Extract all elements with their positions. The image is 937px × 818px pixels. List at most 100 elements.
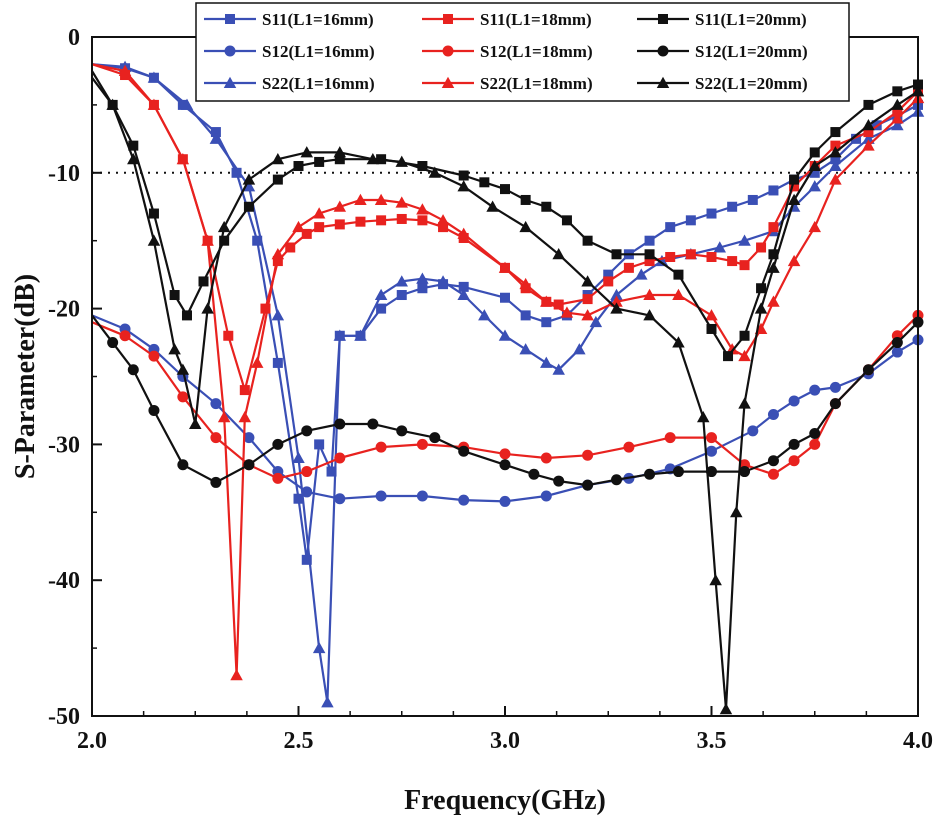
marker-triangle (106, 98, 119, 110)
marker-circle (829, 381, 841, 393)
legend-label: S11(L1=18mm) (480, 10, 592, 29)
marker-square (396, 213, 407, 224)
marker-circle (891, 346, 903, 358)
marker-circle (458, 494, 470, 506)
marker-square (892, 106, 903, 117)
marker-circle (862, 364, 874, 376)
x-tick-label: 4.0 (903, 728, 933, 754)
marker-square (747, 194, 758, 205)
marker-square (272, 174, 283, 185)
legend-item: S11(L1=18mm) (422, 10, 592, 29)
series-s12-l1-20mm- (91, 314, 924, 491)
marker-square (500, 184, 510, 195)
marker-square (603, 276, 614, 287)
marker-circle (127, 364, 139, 376)
marker-square (198, 276, 209, 287)
marker-triangle (333, 200, 347, 212)
marker-square (334, 219, 345, 230)
marker-triangle (333, 146, 347, 158)
marker-triangle (366, 152, 380, 165)
marker-circle (672, 466, 684, 478)
marker-square (553, 299, 564, 310)
marker-square (301, 228, 312, 239)
legend-item: S12(L1=20mm) (637, 42, 808, 61)
marker-circle (375, 490, 387, 502)
marker-triangle (560, 306, 574, 318)
legend-label: S12(L1=20mm) (695, 42, 808, 61)
marker-circle (224, 45, 236, 57)
marker-circle (582, 449, 594, 461)
marker-square (768, 249, 779, 260)
marker-circle (553, 475, 565, 487)
marker-triangle (808, 220, 821, 233)
marker-circle (107, 337, 119, 349)
marker-square (443, 14, 453, 24)
marker-square (239, 385, 250, 396)
marker-triangle (719, 702, 733, 715)
marker-square (458, 281, 469, 292)
marker-triangle (589, 315, 603, 328)
y-tick-label: -20 (48, 297, 80, 323)
marker-square (272, 256, 283, 267)
y-tick-label: -30 (48, 432, 80, 458)
marker-square (863, 99, 874, 110)
marker-circle (367, 418, 379, 430)
marker-circle (809, 438, 821, 450)
marker-circle (747, 425, 759, 437)
marker-circle (767, 455, 779, 467)
marker-triangle (738, 397, 751, 409)
marker-square (293, 493, 304, 504)
marker-square (417, 215, 428, 226)
marker-square (396, 290, 407, 301)
marker-triangle (862, 119, 875, 131)
marker-triangle (808, 159, 821, 172)
series-line (91, 70, 919, 711)
marker-triangle (189, 417, 202, 430)
marker-triangle (635, 268, 648, 280)
marker-circle (416, 438, 428, 450)
marker-square (417, 161, 428, 172)
marker-square (673, 269, 684, 280)
marker-square (520, 194, 531, 205)
marker-triangle (312, 207, 326, 219)
marker-triangle (486, 200, 499, 212)
marker-triangle (808, 180, 821, 192)
marker-circle (582, 479, 594, 491)
marker-square (326, 466, 337, 477)
y-tick-label: 0 (68, 25, 80, 51)
marker-circle (334, 418, 346, 430)
marker-square (665, 251, 676, 262)
marker-triangle (230, 669, 243, 681)
y-tick-label: -40 (48, 568, 80, 594)
marker-square (438, 222, 449, 233)
x-tick-label: 2.5 (284, 728, 314, 754)
marker-square (479, 177, 490, 188)
marker-triangle (127, 152, 140, 165)
marker-triangle (696, 410, 710, 423)
marker-triangle (540, 295, 553, 307)
marker-square (739, 330, 750, 341)
marker-circle (375, 441, 387, 453)
marker-triangle (540, 356, 553, 368)
marker-triangle (891, 119, 904, 131)
marker-square (756, 242, 767, 253)
legend-box (195, 2, 850, 102)
marker-triangle (217, 410, 231, 423)
marker-circle (611, 474, 623, 486)
marker-triangle (180, 98, 194, 110)
marker-square (685, 215, 696, 226)
marker-triangle (787, 193, 801, 205)
marker-square (830, 127, 841, 138)
legend-label: S12(L1=18mm) (480, 42, 593, 61)
marker-triangle (767, 295, 780, 307)
marker-square (723, 351, 734, 362)
marker-triangle (738, 349, 751, 362)
marker-square (520, 310, 531, 321)
marker-triangle (829, 173, 842, 185)
marker-triangle (478, 309, 491, 321)
marker-circle (891, 337, 903, 349)
marker-circle (499, 459, 511, 471)
marker-circle (177, 391, 189, 403)
marker-triangle (250, 356, 264, 368)
